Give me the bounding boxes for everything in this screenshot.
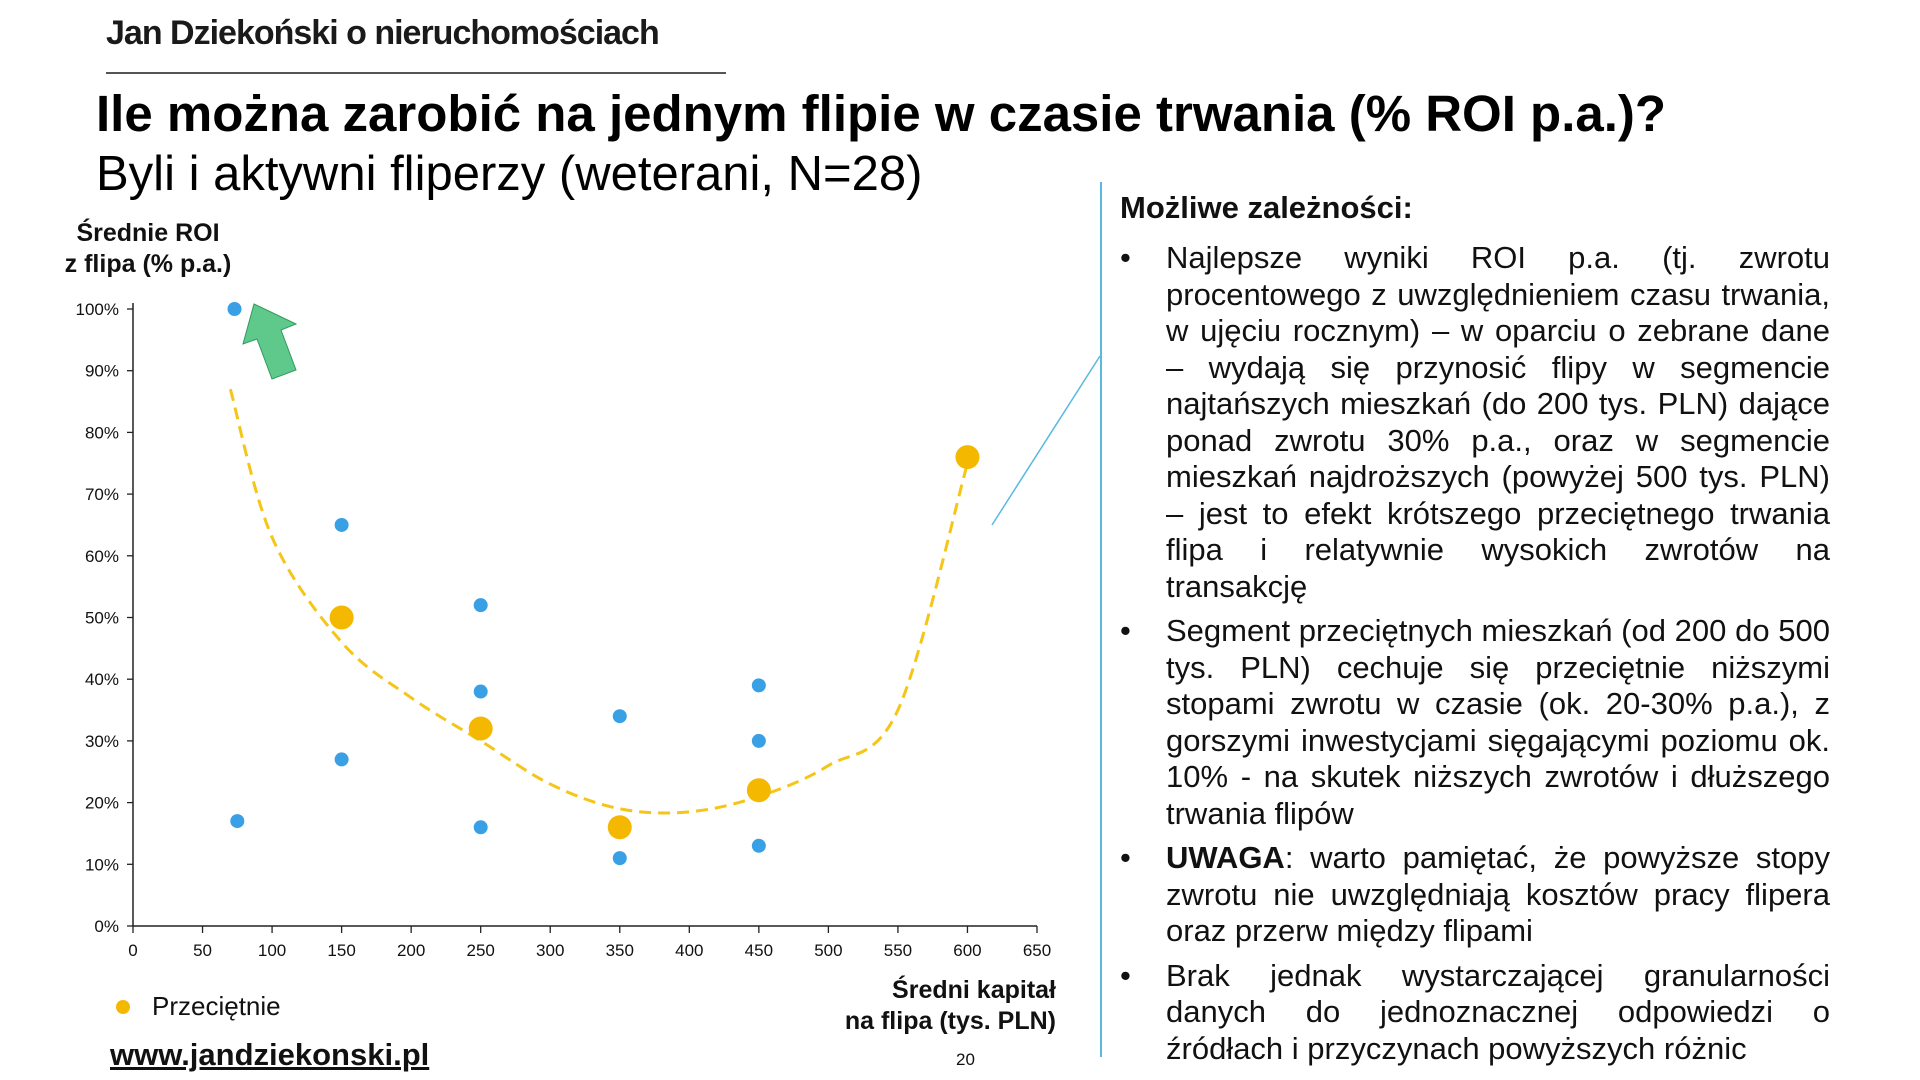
up-arrow-icon bbox=[242, 303, 298, 380]
average-point bbox=[468, 716, 493, 741]
y-tick-label: 50% bbox=[85, 609, 119, 628]
data-point bbox=[473, 684, 488, 699]
x-tick-label: 50 bbox=[193, 941, 212, 960]
y-tick-label: 70% bbox=[85, 485, 119, 504]
data-point bbox=[612, 851, 627, 866]
data-point bbox=[751, 838, 766, 853]
x-tick-label: 150 bbox=[327, 941, 355, 960]
panel-divider bbox=[1100, 182, 1102, 1057]
slide-subtitle: Byli i aktywni fliperzy (weterani, N=28) bbox=[96, 147, 923, 201]
page-number: 20 bbox=[956, 1050, 975, 1069]
x-tick-label: 500 bbox=[814, 941, 842, 960]
data-point bbox=[334, 752, 349, 767]
x-tick-label: 650 bbox=[1023, 941, 1051, 960]
slide-title: Ile można zarobić na jednym flipie w cza… bbox=[96, 85, 1667, 142]
y-tick-label: 40% bbox=[85, 670, 119, 689]
list-item: UWAGA: warto pamiętać, że powyższe stopy… bbox=[1120, 840, 1830, 950]
data-point bbox=[473, 598, 488, 613]
legend-marker bbox=[116, 999, 130, 1014]
list-item: Segment przeciętnych mieszkań (od 200 do… bbox=[1120, 613, 1830, 832]
website-link[interactable]: www.jandziekonski.pl bbox=[110, 1037, 430, 1072]
x-tick-label: 0 bbox=[128, 941, 137, 960]
average-point bbox=[746, 778, 771, 803]
x-tick-label: 450 bbox=[745, 941, 773, 960]
trend-line bbox=[228, 388, 969, 815]
y-tick-label: 20% bbox=[85, 794, 119, 813]
y-axis-label: Średnie ROI z flipa (% p.a.) bbox=[48, 218, 248, 280]
data-point bbox=[334, 517, 349, 532]
y-tick-label: 80% bbox=[85, 423, 119, 442]
x-tick-label: 400 bbox=[675, 941, 703, 960]
chart-tick-labels: 0 50 100 150 200 250 300 350 400 450 500 550 600 650 0… bbox=[76, 300, 1052, 960]
y-tick-label: 100% bbox=[76, 300, 119, 319]
y-tick-label: 90% bbox=[85, 362, 119, 381]
x-tick-label: 350 bbox=[606, 941, 634, 960]
average-point bbox=[329, 605, 354, 630]
x-tick-label: 600 bbox=[953, 941, 981, 960]
x-axis-label-line1: Średni kapitał bbox=[892, 976, 1056, 1004]
warning-label: UWAGA bbox=[1166, 840, 1285, 875]
warning-text: : warto pamiętać, że powyższe stopy zwro… bbox=[1166, 840, 1830, 948]
x-tick-label: 550 bbox=[884, 941, 912, 960]
chart-legend: Przeciętnie bbox=[116, 991, 281, 1022]
y-axis-label-line2: z flipa (% p.a.) bbox=[64, 250, 232, 278]
data-point bbox=[230, 814, 245, 829]
callout-connector bbox=[991, 355, 1101, 526]
x-tick-label: 300 bbox=[536, 941, 564, 960]
y-tick-label: 0% bbox=[94, 917, 119, 936]
chart-points bbox=[227, 302, 980, 866]
data-point bbox=[227, 302, 242, 316]
x-tick-label: 250 bbox=[467, 941, 495, 960]
x-axis-label-line2: na flipa (tys. PLN) bbox=[844, 1007, 1056, 1035]
insights-list: Najlepsze wyniki ROI p.a. (tj. zwrotu pr… bbox=[1120, 240, 1830, 1067]
insights-panel: Możliwe zależności: Najlepsze wyniki ROI… bbox=[1120, 190, 1830, 1075]
x-axis-label: Średni kapitał na flipa (tys. PLN) bbox=[750, 975, 1056, 1037]
roi-scatter-chart: 0 50 100 150 200 250 300 350 400 450 500 550 600 650 0… bbox=[76, 300, 1052, 960]
brand-underline bbox=[106, 72, 726, 74]
average-point bbox=[607, 815, 632, 840]
data-point bbox=[751, 733, 766, 748]
data-point bbox=[473, 820, 488, 835]
y-axis-label-line1: Średnie ROI bbox=[76, 219, 220, 247]
data-point bbox=[751, 678, 766, 693]
average-point bbox=[955, 445, 980, 470]
y-tick-label: 10% bbox=[85, 855, 119, 874]
legend-label: Przeciętnie bbox=[152, 991, 281, 1021]
brand-title: Jan Dziekoński o nieruchomościach bbox=[106, 14, 660, 52]
list-item: Najlepsze wyniki ROI p.a. (tj. zwrotu pr… bbox=[1120, 240, 1830, 605]
y-tick-label: 30% bbox=[85, 732, 119, 751]
x-tick-label: 100 bbox=[258, 941, 286, 960]
data-point bbox=[612, 709, 627, 724]
list-item: Brak jednak wystarczającej granularności… bbox=[1120, 958, 1830, 1068]
panel-heading: Możliwe zależności: bbox=[1120, 190, 1413, 225]
x-tick-label: 200 bbox=[397, 941, 425, 960]
y-tick-label: 60% bbox=[85, 547, 119, 566]
chart-axes bbox=[127, 303, 1038, 933]
